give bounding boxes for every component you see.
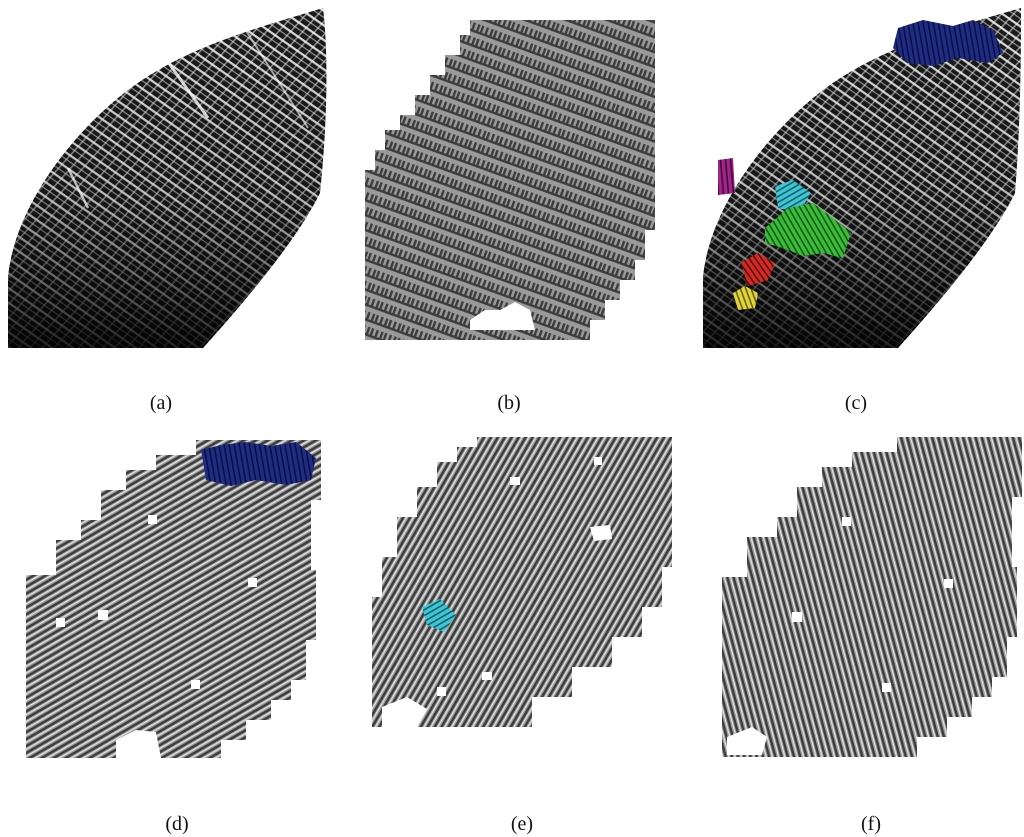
ridge-reconstruction-d [26,440,321,758]
caption-b: (b) [497,392,521,414]
ridge-reconstruction-b [365,20,655,340]
caption-d: (d) [165,813,189,835]
caption-e: (e) [510,813,534,835]
segmented-fingerprint-image [703,8,1021,348]
ridge-reconstruction-e [372,437,672,727]
caption-c: (c) [844,392,868,414]
latent-fingerprint-image [8,8,327,348]
caption-f: (f) [861,813,881,835]
ridge-reconstruction-f [722,437,1022,757]
caption-a: (a) [149,392,173,414]
